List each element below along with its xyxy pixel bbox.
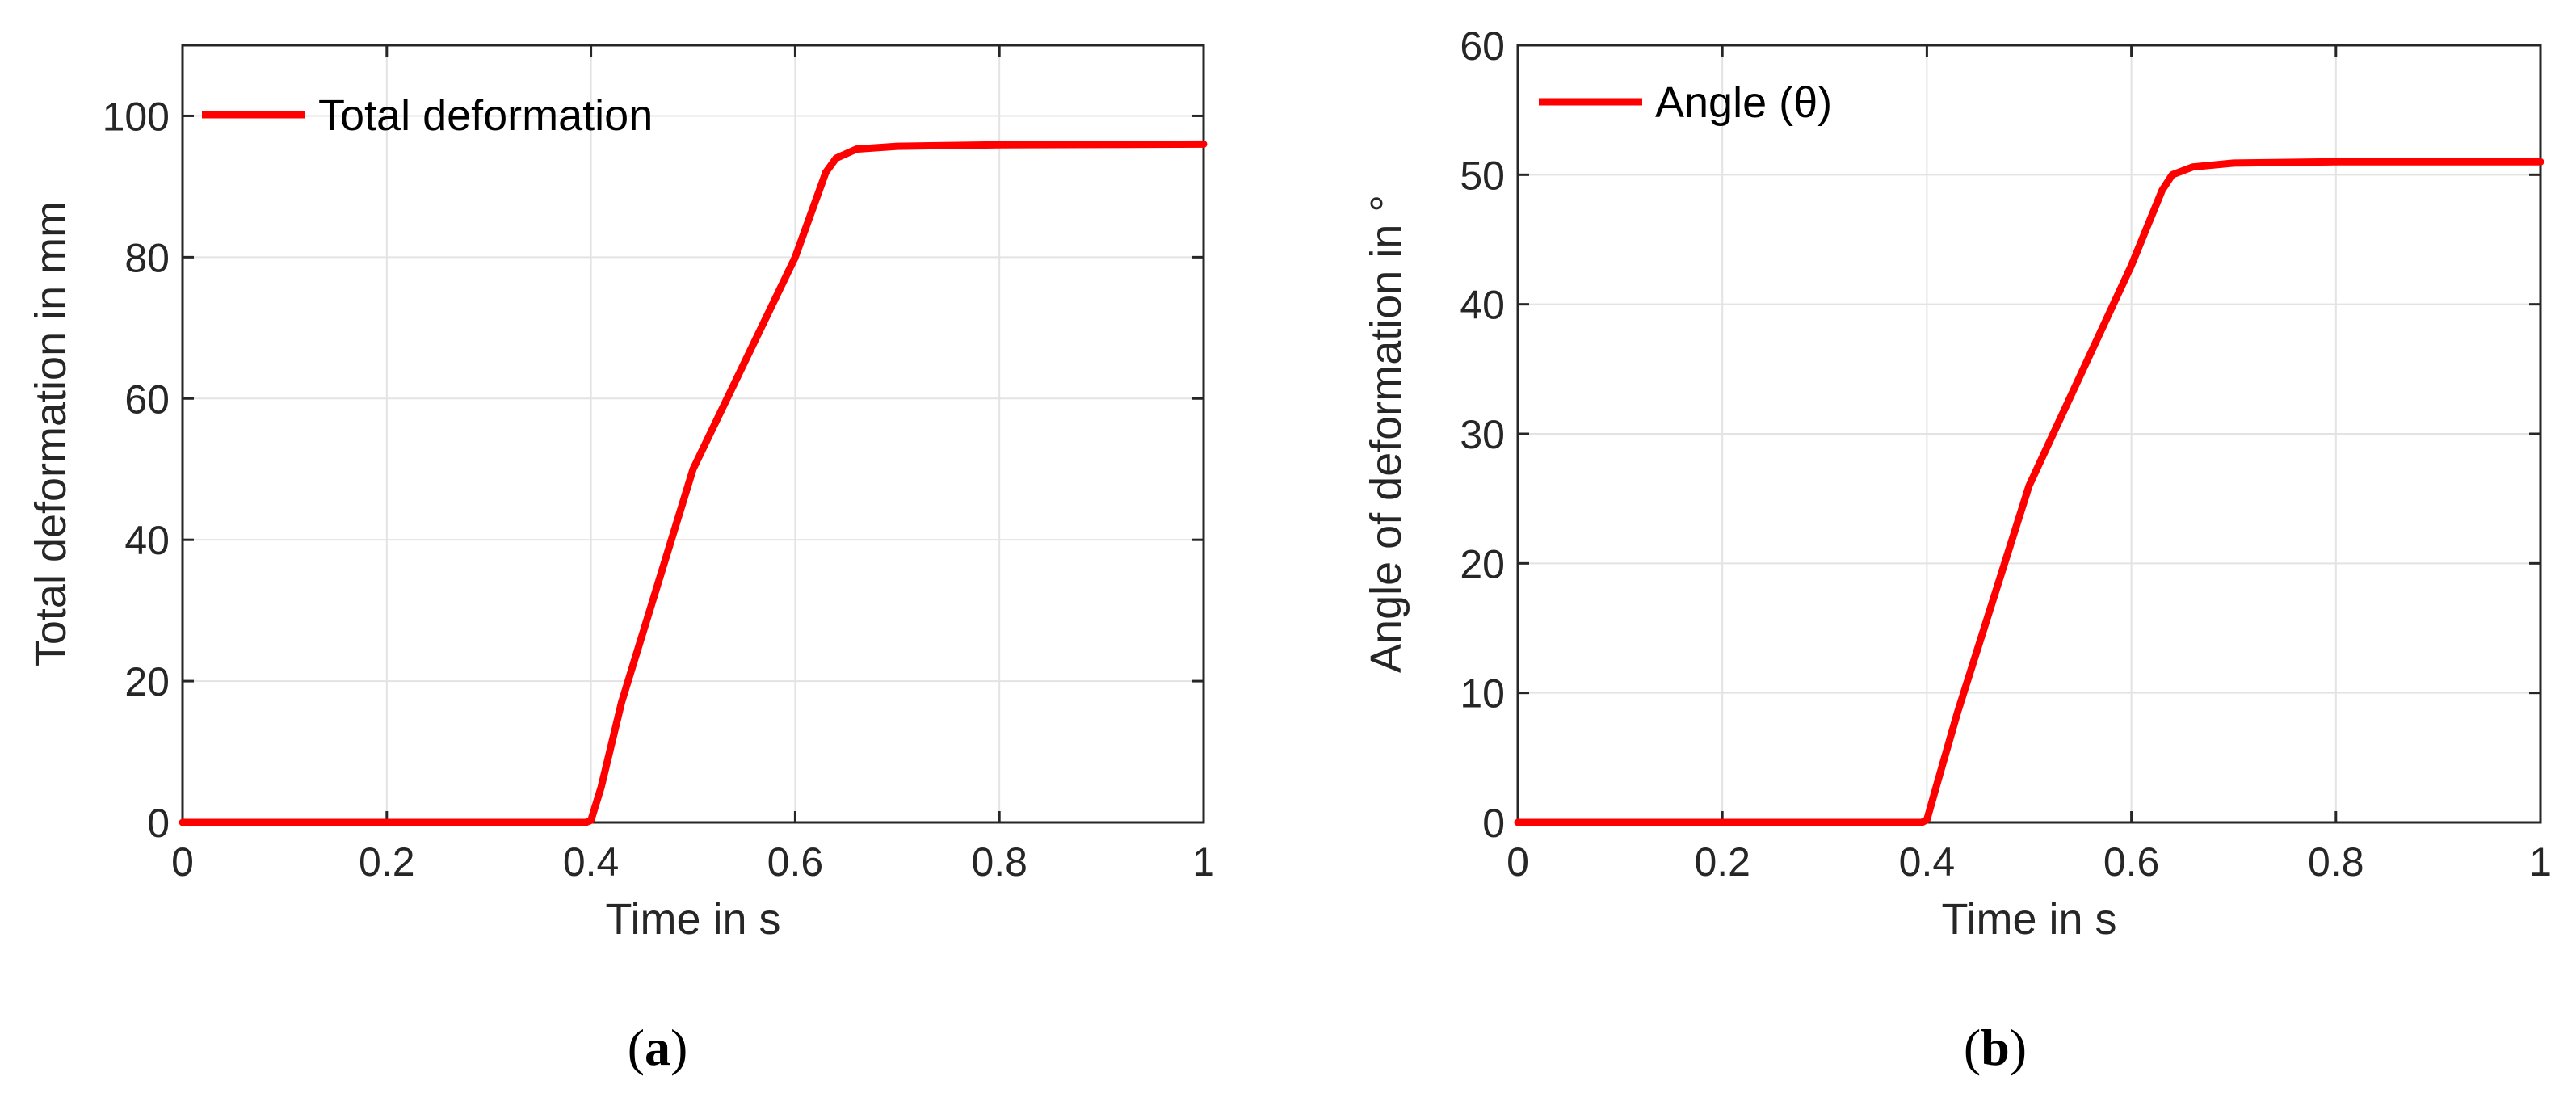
- y-tick-label: 0: [147, 801, 170, 846]
- series-line-0: [179, 140, 1208, 826]
- y-tick-label: 0: [1482, 801, 1505, 846]
- y-tick-label: 30: [1460, 412, 1505, 457]
- x-tick-label: 0.6: [2103, 839, 2160, 885]
- x-tick-label: 0: [171, 839, 194, 885]
- y-tick-label: 10: [1460, 671, 1505, 717]
- caption-a: (a): [628, 1019, 688, 1076]
- x-tick-label: 0.6: [767, 839, 824, 885]
- y-tick-label: 40: [1460, 283, 1505, 328]
- x-tick-label: 0.8: [971, 839, 1027, 885]
- x-tick-label: 1: [2529, 839, 2552, 885]
- caption-b: (b): [1964, 1019, 2027, 1076]
- y-tick-label: 100: [103, 94, 170, 139]
- y-tick-label: 60: [124, 376, 170, 422]
- x-tick-label: 0.8: [2308, 839, 2364, 885]
- chart-panel-a: 0 0.2 0.4 0.6 0.8 1 0 20 40 60 80 100 Time in s Total…: [27, 44, 1215, 944]
- plot-frame: [181, 44, 1205, 824]
- legend-label: Total deformation: [318, 91, 653, 140]
- x-tick-label: 0.4: [1899, 839, 1956, 885]
- legend-label: Angle (θ): [1655, 78, 1832, 127]
- x-tick-label: 0.2: [1694, 839, 1750, 885]
- y-tick-label: 60: [1460, 23, 1505, 69]
- y-tick-label: 50: [1460, 153, 1505, 198]
- x-axis-title: Time in s: [1941, 895, 2116, 944]
- y-tick-label: 80: [124, 235, 170, 280]
- x-tick-label: 1: [1192, 839, 1215, 885]
- series-line-0: [1514, 158, 2544, 826]
- x-tick-label: 0.2: [359, 839, 415, 885]
- x-tick-label: 0.4: [563, 839, 620, 885]
- x-axis-title: Time in s: [605, 895, 780, 944]
- y-tick-label: 20: [124, 659, 170, 704]
- y-tick-label: 40: [124, 518, 170, 563]
- x-tick-label: 0: [1507, 839, 1529, 885]
- y-axis-title: Total deformation in mm: [27, 201, 75, 666]
- y-axis-title: Angle of deformation in °: [1362, 195, 1410, 673]
- y-tick-label: 20: [1460, 541, 1505, 587]
